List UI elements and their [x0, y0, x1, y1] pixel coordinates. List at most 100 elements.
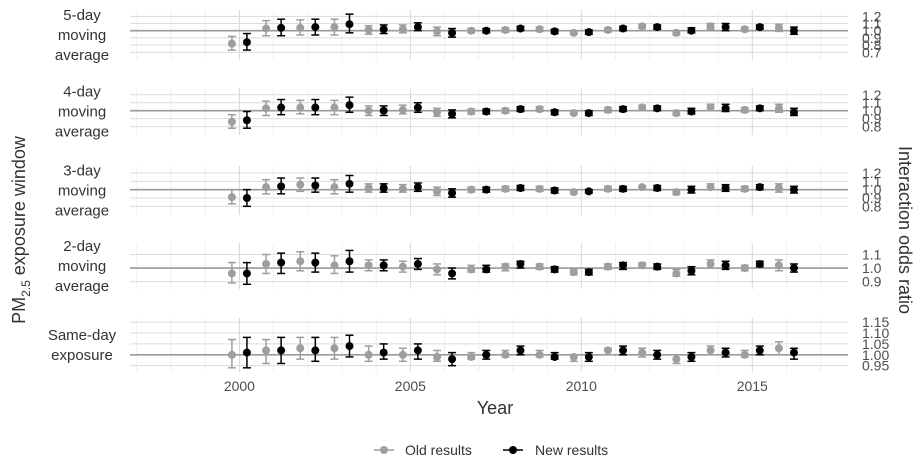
- panel-label: moving: [58, 27, 106, 44]
- data-point: [672, 269, 681, 278]
- data-point: [774, 104, 783, 113]
- y-tick-label-right: 1.10: [862, 325, 889, 341]
- data-point: [653, 184, 662, 192]
- data-point: [603, 346, 612, 355]
- data-point: [413, 103, 422, 112]
- data-point: [603, 262, 612, 271]
- data-point: [311, 346, 320, 355]
- data-point: [330, 103, 339, 112]
- y-tick-label-right: 0.9: [862, 274, 882, 290]
- data-point: [482, 26, 491, 35]
- data-point: [379, 261, 388, 270]
- series-new: [242, 96, 798, 129]
- data-point: [603, 25, 612, 34]
- data-point: [345, 179, 354, 188]
- y-tick-label-right: 0.95: [862, 358, 889, 374]
- data-point: [619, 346, 628, 355]
- data-point: [433, 108, 442, 117]
- data-point: [330, 23, 339, 32]
- data-point: [584, 268, 593, 277]
- data-point: [482, 107, 491, 116]
- data-point: [277, 23, 286, 32]
- series-old: [227, 99, 783, 129]
- data-point: [706, 346, 715, 355]
- data-point: [467, 107, 476, 116]
- series-new: [242, 174, 798, 208]
- y-tick-label-right: 0.8: [862, 37, 882, 53]
- data-point: [433, 187, 442, 196]
- data-point: [482, 265, 491, 274]
- data-point: [516, 346, 525, 355]
- data-point: [482, 350, 491, 359]
- x-axis-title: Year: [477, 398, 513, 418]
- data-point: [789, 348, 798, 357]
- data-point: [364, 184, 373, 192]
- series-old: [227, 336, 783, 369]
- x-axis: 2000 2005 2010 2015: [224, 378, 768, 394]
- data-point: [672, 188, 681, 197]
- panel-label: 4-day: [63, 84, 101, 101]
- y-tick-label-right: 0.9: [862, 111, 882, 127]
- y-tick-label-right: 1.2: [862, 87, 882, 103]
- data-point: [721, 261, 730, 270]
- data-point: [227, 193, 236, 202]
- data-point: [789, 26, 798, 35]
- data-point: [242, 348, 251, 357]
- legend-new-marker: [509, 446, 517, 454]
- x-tick-label: 2010: [566, 378, 597, 394]
- y-tick-label-right: 1.1: [862, 246, 882, 262]
- data-point: [774, 23, 783, 32]
- data-point: [774, 344, 783, 353]
- panel-label: moving: [58, 258, 106, 275]
- y-tick-label-right: 1.0: [862, 260, 882, 276]
- data-point: [721, 184, 730, 192]
- panel-4: 1.11.00.9 2-day moving average: [55, 238, 882, 295]
- data-point: [262, 24, 271, 33]
- data-point: [467, 185, 476, 194]
- data-point: [364, 25, 373, 34]
- series-new: [242, 13, 798, 51]
- data-point: [501, 262, 510, 271]
- data-point: [755, 23, 764, 32]
- data-point: [311, 103, 320, 112]
- data-point: [433, 27, 442, 36]
- data-point: [653, 23, 662, 32]
- data-point: [242, 38, 251, 47]
- data-point: [345, 20, 354, 29]
- data-point: [706, 259, 715, 268]
- data-point: [433, 352, 442, 361]
- data-point: [569, 109, 578, 118]
- data-point: [550, 108, 559, 117]
- data-point: [364, 350, 373, 359]
- data-point: [311, 23, 320, 32]
- data-point: [467, 265, 476, 274]
- data-point: [550, 186, 559, 195]
- data-point: [413, 259, 422, 268]
- panel-label: average: [55, 124, 109, 141]
- y-tick-label-right: 1.05: [862, 336, 889, 352]
- data-point: [448, 28, 457, 37]
- data-point: [638, 22, 647, 31]
- data-point: [550, 352, 559, 361]
- data-point: [550, 27, 559, 36]
- data-point: [379, 348, 388, 357]
- data-point: [398, 350, 407, 359]
- y-axis-title-left: PM2.5 exposure window: [9, 135, 33, 324]
- data-point: [413, 346, 422, 355]
- data-point: [330, 183, 339, 192]
- data-point: [398, 25, 407, 34]
- data-point: [330, 261, 339, 270]
- data-point: [789, 264, 798, 273]
- data-point: [706, 183, 715, 192]
- y-tick-label-right: 0.8: [862, 119, 882, 135]
- data-point: [755, 104, 764, 113]
- data-point: [345, 257, 354, 266]
- data-point: [687, 352, 696, 361]
- data-point: [467, 352, 476, 361]
- data-point: [311, 181, 320, 190]
- data-point: [296, 23, 305, 32]
- panel-1: 1.21.11.00.90.80.7 5-day moving average: [55, 7, 882, 64]
- y-axis-title-right: Interaction odds ratio: [895, 146, 915, 314]
- legend: Old results New results: [374, 442, 608, 458]
